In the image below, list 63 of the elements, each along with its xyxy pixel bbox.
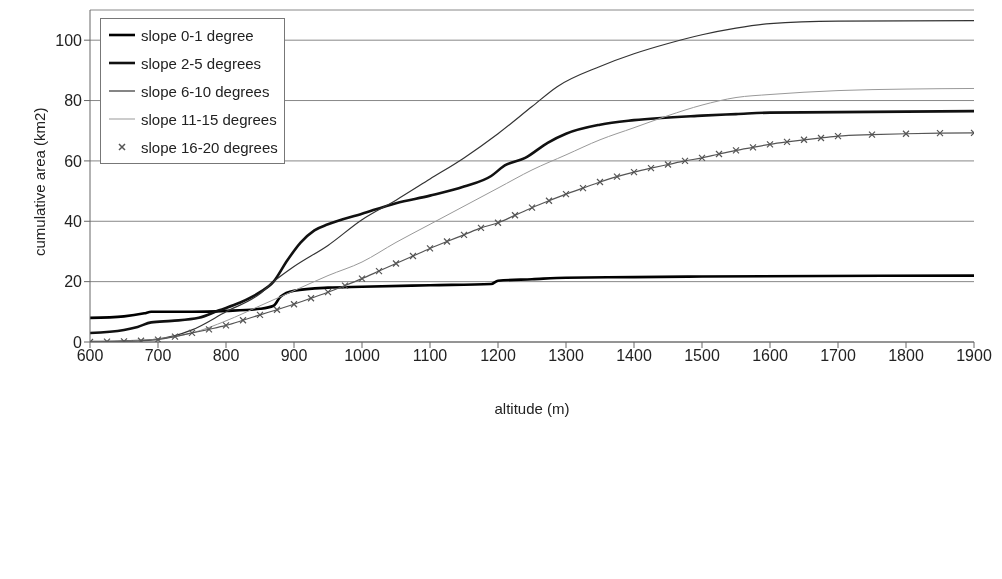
point [154,335,162,342]
line-series [90,274,974,320]
point [511,211,519,219]
point [392,259,400,268]
point [783,138,791,146]
point [562,190,570,198]
point [222,321,230,329]
point [239,316,247,324]
x-tick-label: 1100 [412,347,448,365]
point [324,288,332,296]
point [290,300,298,308]
x-tick-label: 600 [76,347,104,365]
legend-label: slope 6-10 degrees [141,82,270,100]
x-tick-label: 1600 [752,347,788,365]
point [545,197,553,205]
x-tick-label: 1000 [344,347,380,365]
point [460,231,468,239]
point [647,164,655,172]
point [732,146,740,154]
legend-label: slope 0-1 degree [141,26,254,44]
legend-label: slope 16-20 degrees [141,138,278,156]
point [273,306,281,314]
y-axis-title: cumulative area (km2) [31,107,49,256]
x-tick-label: 1500 [684,347,720,365]
point [477,224,485,232]
point [341,281,349,290]
point [256,311,264,319]
x-tick-label: 1900 [956,347,992,365]
x-tick-label: 1300 [548,347,584,365]
point [698,154,706,162]
point [800,136,808,144]
point [358,275,366,283]
x-tick-label: 700 [144,347,172,365]
y-tick-label: 40 [64,212,83,230]
legend-label: slope 2-5 degrees [141,54,262,72]
legend-label: slope 11-15 degrees [141,110,277,128]
x-tick-label: 1700 [820,347,856,365]
point [664,160,672,169]
x-axis-title: altitude (m) [494,400,570,417]
x-tick-label: 800 [212,347,240,365]
point [426,244,434,253]
point [528,204,536,212]
point [307,294,315,302]
point [205,325,213,333]
x-tick-label: 1800 [888,347,924,365]
y-tick-label: 80 [64,92,83,110]
point [868,131,876,139]
point [613,173,621,181]
point [171,332,179,341]
y-tick-label: 20 [64,273,83,291]
point [681,157,689,165]
y-tick-label: 100 [55,31,83,49]
x-tick-label: 1200 [480,347,516,365]
point [749,143,757,151]
point [902,130,910,138]
point [494,219,502,227]
x-tick-label: 1400 [616,347,652,365]
point [936,129,944,137]
point [443,237,451,246]
y-tick-label: 60 [64,152,83,170]
point [834,132,842,140]
point [766,140,774,148]
x-tick-label: 900 [280,347,308,365]
